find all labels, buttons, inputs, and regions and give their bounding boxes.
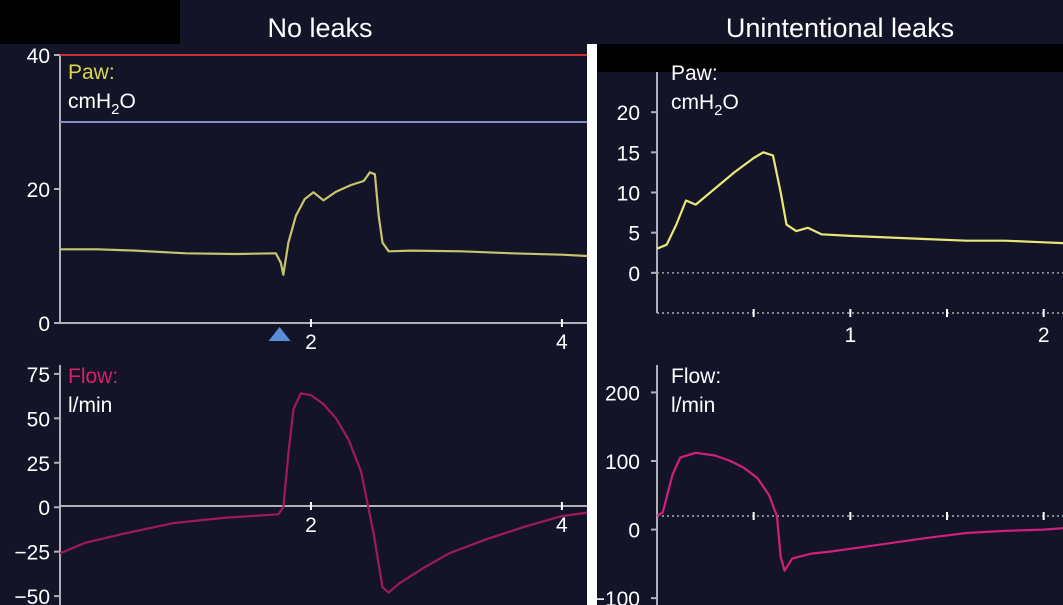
header-band-left — [0, 0, 180, 44]
header-band-right — [597, 44, 1063, 72]
heading-no-leaks: No leaks — [267, 13, 373, 43]
x-tick-label: 2 — [305, 331, 317, 354]
y-tick-label: 0 — [628, 263, 640, 286]
trace-paw-unintentional-leaks — [656, 151, 1063, 250]
channel-label: Paw: — [671, 62, 718, 85]
x-tick-label: 2 — [1038, 324, 1050, 347]
y-tick-label: −25 — [14, 542, 50, 565]
y-tick-label: 25 — [27, 453, 50, 476]
y-tick-label: 20 — [617, 102, 640, 125]
y-tick-label: 50 — [27, 408, 50, 431]
x-tick-label: 2 — [305, 514, 317, 537]
panel-divider — [587, 44, 597, 605]
heading-unintentional-leaks: Unintentional leaks — [725, 13, 955, 43]
y-tick-label: 75 — [27, 364, 50, 387]
y-tick-label: 0 — [38, 313, 50, 336]
x-tick-label: 1 — [844, 324, 856, 347]
y-tick-label: 10 — [617, 183, 640, 206]
y-tick-label: 0 — [628, 520, 640, 543]
x-tick-label: 4 — [556, 331, 568, 354]
chart-paw-no-leaks: 40 20 0 2 4 Paw: cmH2O — [27, 45, 588, 354]
y-tick-label: 100 — [605, 451, 640, 474]
y-tick-label: 200 — [605, 382, 640, 405]
trace-flow-no-leaks — [59, 392, 588, 594]
unit-label: cmH2O — [68, 90, 136, 118]
unit-label: cmH2O — [671, 91, 739, 119]
trace-paw-no-leaks — [60, 171, 588, 276]
trace-flow-unintentional-leaks — [656, 451, 1063, 572]
chart-flow-no-leaks: 75 50 25 0 −25 −50 2 4 Flow: l/min — [14, 364, 588, 605]
y-tick-label: −50 — [14, 586, 50, 605]
chart-flow-unintentional-leaks: 200 100 0 −100 Flow: l/min — [593, 365, 1063, 605]
channel-label: Flow: — [68, 365, 118, 388]
y-tick-label: 0 — [38, 497, 50, 520]
unit-label: l/min — [68, 394, 112, 417]
y-tick-label: 5 — [628, 223, 640, 246]
y-tick-label: 20 — [27, 179, 50, 202]
unit-label: l/min — [671, 394, 715, 417]
channel-label: Flow: — [671, 365, 721, 388]
channel-label: Paw: — [68, 61, 115, 84]
trigger-marker — [268, 327, 291, 341]
y-tick-label: 40 — [27, 45, 50, 68]
y-tick-label: 15 — [617, 142, 640, 165]
x-tick-label: 4 — [556, 514, 568, 537]
y-tick-label: −100 — [593, 588, 640, 605]
chart-paw-unintentional-leaks: 20 15 10 5 0 1 2 Paw: cmH2O — [617, 62, 1063, 347]
